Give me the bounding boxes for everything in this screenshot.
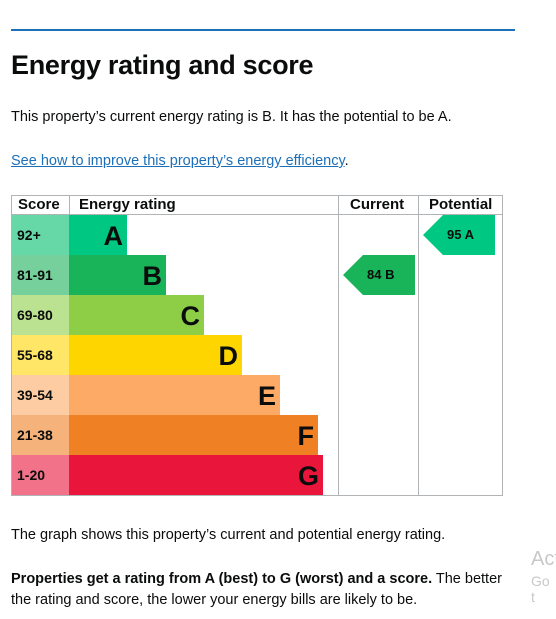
band-letter-g: G: [297, 461, 319, 491]
energy-rating-chart: Score Energy rating Current Potential 92…: [11, 195, 503, 496]
chart-frame: [11, 195, 503, 496]
band-score-d: 55-68: [12, 335, 69, 375]
activate-watermark-line1: Act: [531, 548, 556, 570]
band-bar-e: E: [69, 375, 280, 415]
band-bar-c: C: [69, 295, 204, 335]
header-divider: [11, 214, 503, 215]
current-arrow-shape: [343, 255, 415, 295]
band-bar-d: D: [69, 335, 242, 375]
band-score-a: 92+: [12, 215, 69, 255]
graph-note-text: The graph shows this property’s current …: [11, 527, 446, 543]
header-current: Current: [350, 196, 405, 213]
link-suffix: .: [344, 153, 349, 169]
band-score-e: 39-54: [12, 375, 69, 415]
improve-link-paragraph: See how to improve this property’s energ…: [11, 151, 349, 172]
potential-arrow-shape: [423, 215, 495, 255]
band-bar-a: A: [69, 215, 127, 255]
page-title: Energy rating and score: [11, 50, 314, 80]
section-divider: [11, 29, 515, 31]
band-score-b: 81-91: [12, 255, 69, 295]
potential-rating-label: 95 A: [447, 227, 474, 242]
current-column-divider: [338, 195, 339, 496]
rating-explanation-bold: Properties get a rating from A (best) to…: [11, 571, 433, 587]
rating-explanation-rest: The better the rating and score, the low…: [11, 571, 502, 608]
current-rating-label: 84 B: [367, 267, 395, 282]
band-score-g: 1-20: [12, 455, 69, 495]
current-rating-arrow: 84 B: [343, 255, 415, 295]
header-score: Score: [18, 196, 60, 213]
band-score-c: 69-80: [12, 295, 69, 335]
band-letter-c: C: [180, 301, 201, 331]
band-letter-a: A: [103, 221, 124, 251]
rating-explanation: Properties get a rating from A (best) to…: [11, 569, 511, 611]
band-bar-b: B: [69, 255, 166, 295]
potential-column-divider: [418, 195, 419, 496]
potential-rating-arrow: 95 A: [423, 215, 495, 255]
band-letter-b: B: [142, 261, 163, 291]
band-bar-f: F: [69, 415, 318, 455]
band-letter-e: E: [257, 381, 276, 411]
rating-intro-text: This property’s current energy rating is…: [11, 109, 452, 125]
header-potential: Potential: [429, 196, 493, 213]
header-energy-rating: Energy rating: [79, 196, 176, 213]
band-bar-g: G: [69, 455, 323, 495]
improve-efficiency-link[interactable]: See how to improve this property’s energ…: [11, 153, 345, 169]
activate-watermark-line2: Go t: [531, 573, 550, 605]
band-letter-f: F: [297, 421, 315, 451]
band-score-f: 21-38: [12, 415, 69, 455]
band-letter-d: D: [218, 341, 239, 371]
